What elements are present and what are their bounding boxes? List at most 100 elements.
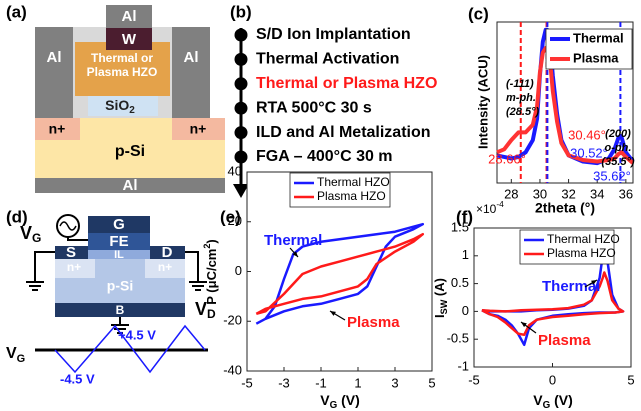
legend-label: Thermal HZO xyxy=(547,232,620,246)
text: V xyxy=(6,345,17,362)
annotation: o-ph. xyxy=(605,142,632,154)
annotation: m-ph. xyxy=(506,92,536,104)
amplitude-label: -4.5 V xyxy=(60,371,95,386)
layer-label: G xyxy=(113,216,125,233)
layer-label: n+ xyxy=(67,260,81,274)
text: (A) xyxy=(432,278,447,300)
x-tick-label: -3 xyxy=(278,375,290,390)
step-text: ILD and Al Metalization xyxy=(256,124,431,141)
annotation: Thermal xyxy=(542,278,600,295)
layer-label: Al xyxy=(184,49,199,66)
x-tick-label: 1 xyxy=(354,375,361,390)
legend-label: Thermal HZO xyxy=(317,175,390,189)
text: (V) xyxy=(550,392,573,408)
layer-label: W xyxy=(122,31,137,48)
wire xyxy=(35,252,55,282)
x-tick-label: -1 xyxy=(315,375,327,390)
text: (V) xyxy=(337,392,360,408)
panel-label: (a) xyxy=(6,2,27,21)
y-tick-label: 20 xyxy=(228,213,242,228)
y-axis-label: Intensity (ACU) xyxy=(475,55,490,149)
x-tick-label: 0 xyxy=(549,372,556,387)
x-tick-label: 28 xyxy=(504,186,518,201)
layer-label: Plasma HZO xyxy=(87,65,158,79)
x-tick-label: 36 xyxy=(619,186,633,201)
y-tick-label: -40 xyxy=(223,362,242,377)
step-dot xyxy=(235,126,248,139)
layer-label: FE xyxy=(109,233,128,250)
x-tick-label: 3 xyxy=(391,375,398,390)
voltage-label: VG xyxy=(20,223,41,245)
annotation: (28.5°) xyxy=(506,106,539,118)
text: ×10 xyxy=(476,202,497,216)
text: SiO xyxy=(105,97,129,113)
layer-label: n+ xyxy=(190,121,207,137)
layer-label: p-Si xyxy=(115,143,145,160)
step-text: FGA – 400°C 30 m xyxy=(256,148,393,165)
annotation: (-111) xyxy=(506,78,534,90)
step-text: S/D Ion Implantation xyxy=(256,26,411,43)
step-text: RTA 500°C 30 s xyxy=(256,99,372,116)
annotation: (200) xyxy=(605,128,631,140)
x-axis-label: VG (V) xyxy=(533,392,573,411)
y-tick-label: -1 xyxy=(457,358,469,373)
marker-label: 30.46° xyxy=(568,127,606,142)
step-text: Thermal Activation xyxy=(256,51,399,68)
legend-label: Plasma HZO xyxy=(317,189,386,203)
subscript: D xyxy=(207,307,216,321)
layer-label: B xyxy=(116,303,125,317)
step-dot xyxy=(235,29,248,42)
layer-label: n+ xyxy=(158,260,172,274)
marker-label: 28.66° xyxy=(488,151,526,166)
y-axis-label: P (μC/cm2) xyxy=(202,239,219,305)
y-tick-label: 40 xyxy=(228,163,242,178)
ground xyxy=(26,282,44,290)
subscript: 2 xyxy=(129,105,135,116)
figure: (a) Al W Thermal or Plasma HZO SiO2 Al A… xyxy=(0,0,641,411)
layer-label: n+ xyxy=(49,121,66,137)
layer xyxy=(35,27,73,118)
x-tick-label: -5 xyxy=(241,375,253,390)
annotation: Plasma xyxy=(347,314,400,331)
voltage-label: VG xyxy=(6,345,25,365)
y-tick-label: 0 xyxy=(462,303,469,318)
superscript: -4 xyxy=(496,199,504,209)
layer-label: Al xyxy=(123,177,138,194)
x-axis-label: VG (V) xyxy=(320,392,360,411)
x-tick-label: -5 xyxy=(468,372,480,387)
amplitude-label: +4.5 V xyxy=(118,327,156,342)
annotation: Plasma xyxy=(538,332,591,349)
layer-label: p-Si xyxy=(107,278,133,294)
legend-label: Plasma HZO xyxy=(547,246,616,260)
annotation: (35.5°) xyxy=(601,156,634,168)
step-dot xyxy=(235,151,248,164)
y-tick-label: 0 xyxy=(235,263,242,278)
y-tick-label: 1 xyxy=(462,247,469,262)
y-tick-label: -20 xyxy=(223,313,242,328)
layer-label: Al xyxy=(47,49,62,66)
subscript: G xyxy=(17,353,26,365)
annotation: Thermal xyxy=(264,232,322,249)
legend-label: Thermal xyxy=(573,30,624,45)
panel-label: (c) xyxy=(468,4,489,23)
x-axis-label: 2theta (°) xyxy=(535,200,595,216)
layer xyxy=(172,27,210,118)
text: ) xyxy=(204,239,219,243)
subscript: SW xyxy=(439,299,449,314)
y-multiplier: ×10-4 xyxy=(476,199,504,216)
step-dot xyxy=(235,102,248,115)
text: P (μC/cm xyxy=(204,249,219,305)
legend-label: Plasma xyxy=(573,50,619,65)
marker-label: 35.62° xyxy=(593,168,631,183)
y-tick-label: 0.5 xyxy=(451,275,469,290)
step-dot xyxy=(235,53,248,66)
layer-label: Al xyxy=(122,8,137,25)
step-dot xyxy=(235,77,248,90)
x-tick-label: 5 xyxy=(627,372,634,387)
y-tick-label: -0.5 xyxy=(447,331,469,346)
layer-label: Thermal or xyxy=(91,51,153,65)
panel-a: (a) Al W Thermal or Plasma HZO SiO2 Al A… xyxy=(6,2,225,193)
wire xyxy=(185,252,198,282)
panel-label: (b) xyxy=(230,2,252,21)
subscript: G xyxy=(32,231,41,245)
